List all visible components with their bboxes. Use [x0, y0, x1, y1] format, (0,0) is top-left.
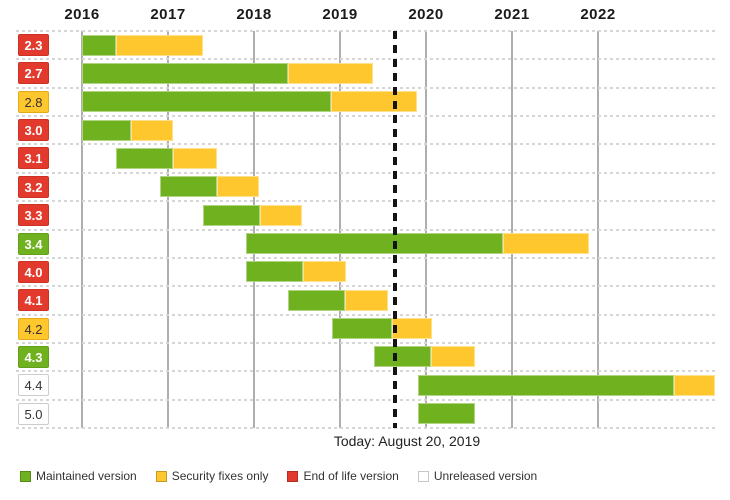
legend-item-security: Security fixes only: [155, 469, 269, 483]
security-bar-segment: [116, 34, 204, 56]
row-separator: [16, 285, 716, 287]
maintained-swatch: [20, 470, 31, 482]
row-separator: [16, 370, 716, 372]
version-badge: 3.3: [18, 204, 49, 227]
maintained-bar-segment: [82, 91, 332, 113]
maintained-bar-segment: [374, 346, 432, 368]
row-separator: [16, 200, 716, 202]
legend-label: End of life version: [303, 469, 399, 483]
legend-item-eol: End of life version: [287, 469, 399, 483]
security-bar-segment: [503, 233, 590, 254]
maintained-bar-segment: [160, 176, 217, 198]
year-tick-label: 2017: [150, 6, 186, 23]
row-separator: [16, 58, 716, 60]
maintained-bar-segment: [203, 204, 260, 226]
maintained-bar-segment: [418, 403, 475, 425]
maintained-bar-segment: [418, 374, 674, 396]
row-separator: [16, 30, 716, 32]
legend-label: Maintained version: [36, 469, 137, 483]
plot-area: 2.3 2.7 2.8 3.0 3.1 3.2 3.3 3.4 4.0 4.1 4.2 4.3 4.4 5…: [16, 30, 716, 429]
maintained-bar-segment: [246, 233, 504, 254]
eol-swatch: [287, 470, 299, 482]
version-badge: 4.4: [18, 374, 49, 397]
security-bar-segment: [345, 289, 389, 311]
security-swatch: [155, 470, 167, 482]
legend-item-maintained: Maintained version: [20, 469, 137, 483]
year-tick-label: 2018: [236, 6, 272, 23]
year-tick-label: 2022: [580, 6, 616, 23]
row-separator: [16, 115, 716, 117]
legend-label: Unreleased version: [433, 469, 538, 483]
maintained-bar-segment: [82, 34, 117, 56]
version-badge: 3.4: [18, 232, 49, 255]
maintained-bar-segment: [116, 147, 174, 169]
maintained-bar-segment: [246, 261, 303, 283]
version-badge: 4.1: [18, 289, 49, 312]
version-badge: 2.7: [18, 62, 49, 85]
version-badge: 3.2: [18, 175, 49, 198]
version-badge: 4.0: [18, 260, 49, 283]
security-bar-segment: [431, 346, 476, 368]
version-badge: 4.2: [18, 317, 49, 340]
maintained-bar-segment: [288, 289, 346, 311]
row-separator: [16, 314, 716, 316]
version-badge: 3.0: [18, 119, 49, 142]
security-bar-segment: [217, 176, 260, 198]
today-label: Today: August 20, 2019: [333, 433, 481, 449]
year-tick-label: 2020: [408, 6, 444, 23]
row-separator: [16, 399, 716, 401]
year-tick-label: 2016: [64, 6, 100, 23]
security-bar-segment: [303, 261, 347, 283]
row-separator: [16, 229, 716, 231]
row-separator: [16, 87, 716, 89]
legend: Maintained version Security fixes only End…: [20, 469, 537, 483]
security-bar-segment: [288, 62, 373, 84]
row-separator: [16, 143, 716, 145]
row-separator: [16, 427, 716, 429]
security-bar-segment: [131, 119, 174, 141]
today-line: [393, 31, 398, 428]
maintained-bar-segment: [82, 62, 289, 84]
row-separator: [16, 342, 716, 344]
year-axis: 2016 2017 2018 2019 2020 2021 2022: [0, 0, 730, 30]
security-bar-segment: [173, 147, 218, 169]
maintained-bar-segment: [82, 119, 132, 141]
legend-item-unreleased: Unreleased version: [417, 469, 538, 483]
version-badge: 4.3: [18, 345, 49, 368]
version-badge: 5.0: [18, 402, 49, 425]
maintained-bar-segment: [332, 318, 392, 340]
unreleased-swatch: [417, 470, 429, 482]
security-bar-segment: [260, 204, 303, 226]
legend-label: Security fixes only: [171, 469, 269, 483]
row-separator: [16, 257, 716, 259]
year-tick-label: 2019: [322, 6, 358, 23]
security-bar-segment: [391, 318, 432, 340]
version-badge: 3.1: [18, 147, 49, 170]
security-bar-segment: [331, 91, 418, 113]
version-badge: 2.3: [18, 34, 49, 56]
security-bar-segment: [673, 374, 715, 396]
row-separator: [16, 172, 716, 174]
year-tick-label: 2021: [494, 6, 530, 23]
version-badge: 2.8: [18, 90, 49, 113]
